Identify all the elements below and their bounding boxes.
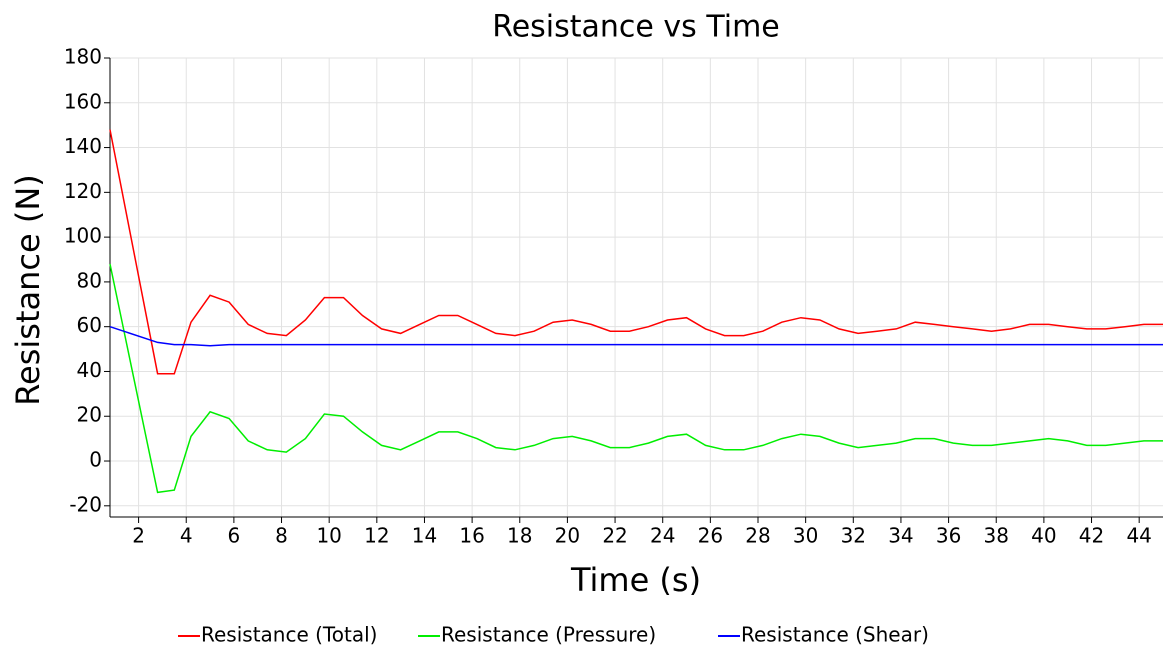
x-tick-label: 12 [364,524,389,548]
x-tick-label: 34 [888,524,913,548]
legend: Resistance (Total) Resistance (Pressure) R… [178,623,929,647]
x-tick-label: 40 [1031,524,1056,548]
x-tick-label: 42 [1079,524,1104,548]
y-tick-label: 20 [77,403,102,427]
x-tick-label: 24 [650,524,675,548]
y-tick-label: -20 [69,492,102,516]
x-tick-label: 38 [984,524,1009,548]
data-line [109,263,1163,494]
x-tick-label: 2 [132,524,145,548]
legend-label: Resistance (Total) [201,623,377,647]
x-tick-label: 28 [745,524,770,548]
x-tick-label: 36 [936,524,961,548]
data-line [109,129,1163,375]
x-tick-label: 8 [275,524,288,548]
x-tick-label: 4 [180,524,193,548]
x-axis-label: Time (s) [570,561,701,599]
x-tick-label: 32 [841,524,866,548]
x-tick-label: 22 [602,524,627,548]
y-tick-label: 180 [64,45,102,69]
x-tick-label: 44 [1126,524,1151,548]
x-tick-label: 10 [316,524,341,548]
y-axis-label: Resistance (N) [9,174,47,406]
legend-label: Resistance (Shear) [741,623,929,647]
y-tick-label: 160 [64,89,102,113]
y-tick-label: 60 [77,313,102,337]
x-tick-label: 6 [228,524,241,548]
x-tick-label: 16 [459,524,484,548]
y-tick-label: 100 [64,224,102,248]
data-line [109,325,1163,347]
chart-title: Resistance vs Time [492,10,780,45]
y-tick-label: 80 [77,268,102,292]
x-tick-label: 30 [793,524,818,548]
legend-label: Resistance (Pressure) [441,623,656,647]
y-tick-label: 120 [64,179,102,203]
y-tick-label: 140 [64,134,102,158]
x-tick-label: 14 [412,524,437,548]
y-tick-label: 40 [77,358,102,382]
x-tick-label: 18 [507,524,532,548]
x-tick-label: 20 [555,524,580,548]
x-tick-label: 26 [698,524,723,548]
y-tick-label: 0 [89,448,102,472]
